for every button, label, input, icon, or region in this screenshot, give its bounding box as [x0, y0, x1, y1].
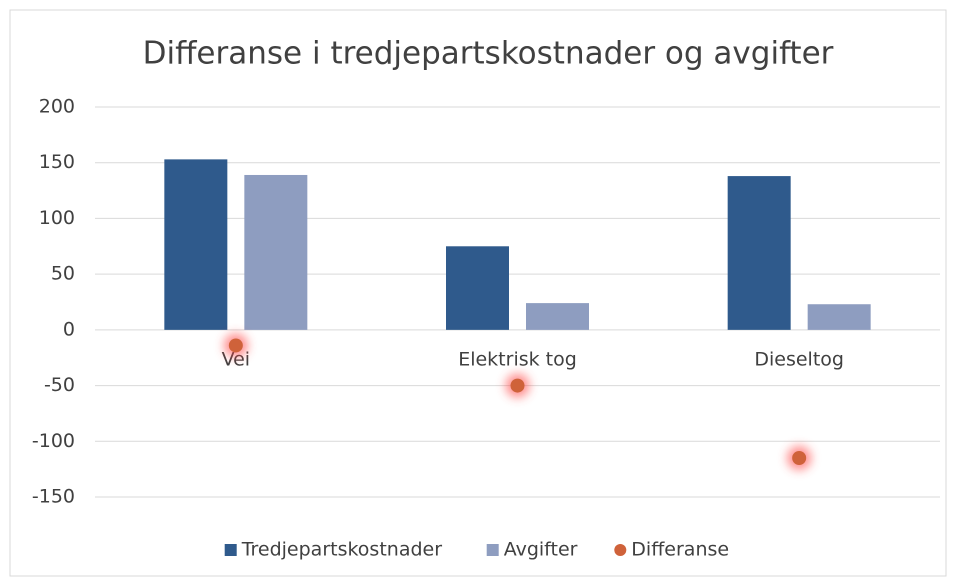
legend-swatch [614, 544, 627, 556]
y-tick-label: -150 [32, 486, 75, 508]
bar [244, 174, 308, 330]
dot [510, 378, 525, 393]
y-tick-label: -100 [32, 430, 75, 452]
dot [228, 338, 243, 353]
bar [807, 304, 871, 330]
legend-label: Differanse [631, 539, 729, 561]
y-tick-label: -50 [44, 374, 75, 396]
bar [727, 176, 791, 330]
y-tick-label: 200 [39, 96, 75, 118]
bar [446, 246, 509, 330]
bar [164, 159, 228, 330]
dot [792, 451, 807, 465]
legend-label: Tredjepartskostnader [241, 539, 443, 561]
x-tick-label: Dieseltog [754, 348, 844, 370]
legend-swatch [486, 544, 499, 556]
chart-title: Differanse i tredjepartskostnader og avg… [143, 36, 834, 72]
y-tick-label: 0 [63, 318, 75, 340]
x-tick-label: Elektrisk tog [458, 348, 577, 370]
y-tick-label: 50 [51, 263, 75, 285]
bar [526, 303, 589, 330]
legend-label: Avgifter [504, 539, 578, 561]
y-tick-label: 150 [39, 151, 75, 173]
legend-swatch [224, 544, 237, 556]
y-tick-label: 100 [39, 207, 75, 229]
